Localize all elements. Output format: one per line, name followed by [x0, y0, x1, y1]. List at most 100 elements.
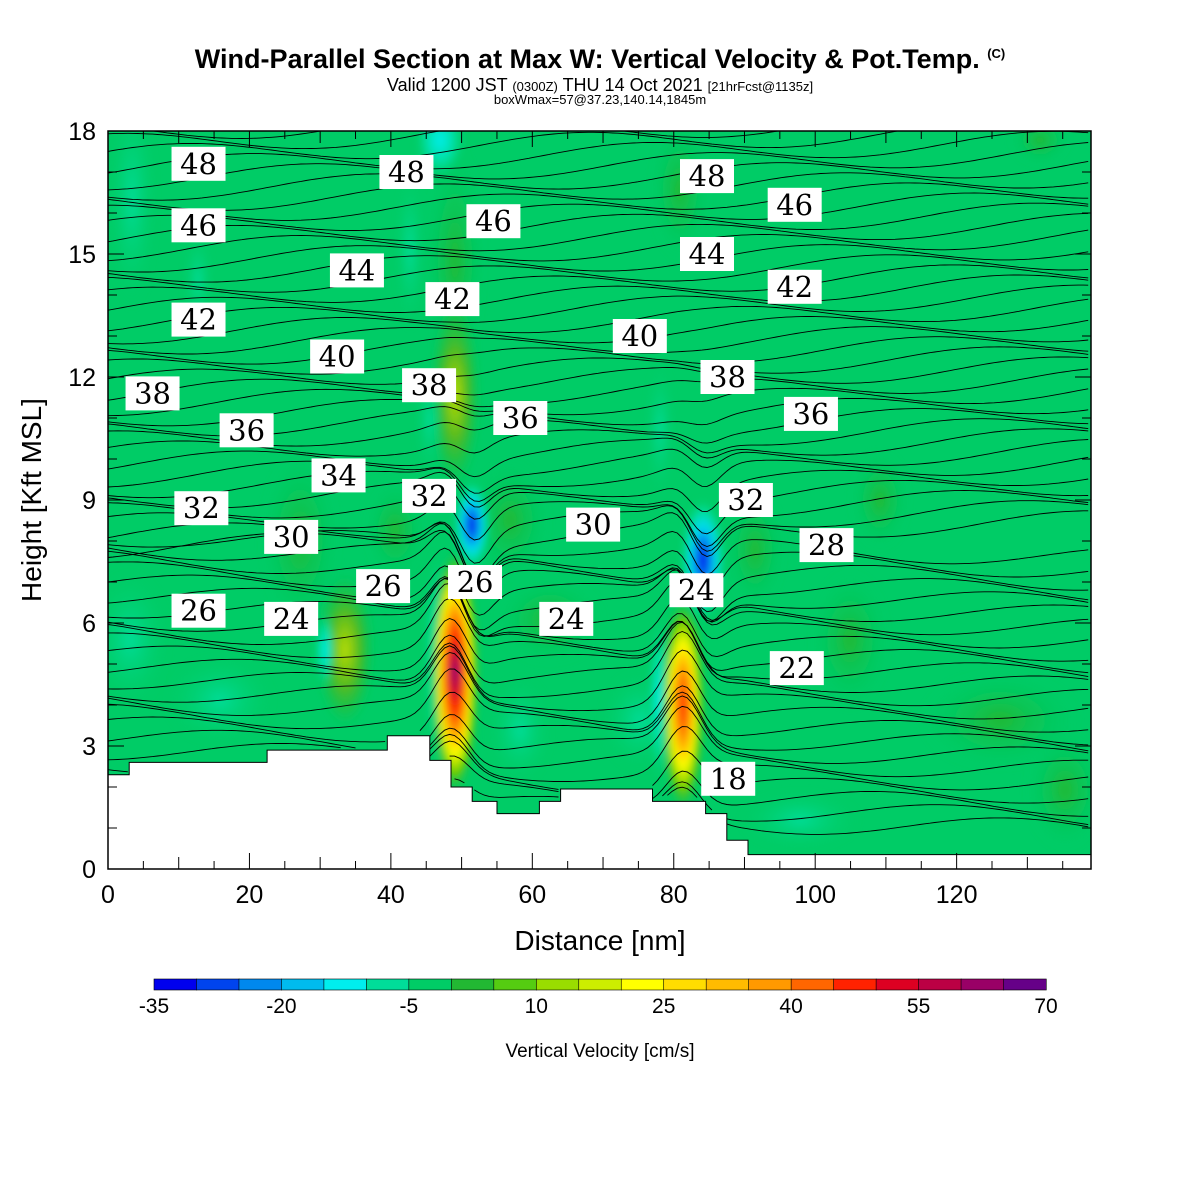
contour-label-box	[783, 396, 838, 431]
theta-contour-line	[108, 523, 1089, 595]
theta-contour-line	[108, 284, 1089, 332]
contour-label: 24	[669, 573, 724, 608]
contour-label: 26	[171, 593, 226, 628]
contour-label-box	[566, 507, 621, 542]
valid-time-line: Valid 1200 JST (0300Z) THU 14 Oct 2021 […	[0, 75, 1200, 96]
theta-contour-line	[108, 668, 1089, 746]
contour-label-text: 38	[134, 376, 171, 410]
theta-contour-line	[108, 131, 1089, 174]
theta-contour-line	[108, 456, 1089, 502]
contour-label-box	[171, 302, 226, 337]
contour-label-box	[402, 478, 457, 513]
theta-contour-line	[108, 418, 1089, 457]
vv-patch	[108, 570, 170, 710]
contour-label-text: 46	[180, 208, 217, 242]
contour-label-box	[125, 376, 180, 411]
colorbar-swatch	[748, 978, 792, 991]
contour-label-box	[679, 159, 734, 194]
contour-label: 42	[425, 282, 480, 317]
contour-label-text: 28	[808, 528, 845, 562]
theta-contour-line	[108, 212, 1089, 262]
contour-label-text: 24	[273, 602, 310, 636]
theta-contour-line	[108, 439, 1089, 494]
contour-label: 32	[718, 483, 773, 517]
y-tick-label: 9	[82, 487, 96, 515]
contour-label-text: 42	[776, 270, 813, 304]
y-tick-label: 12	[68, 364, 96, 392]
contour-label: 22	[769, 651, 824, 686]
theta-contour-line	[108, 645, 1089, 720]
colorbar-swatch	[281, 978, 325, 991]
box-wmax-line: boxWmax=57@37.23,140.14,1845m	[493, 92, 707, 107]
contour-label-text: 26	[180, 594, 217, 628]
theta-contour-line	[108, 428, 1089, 478]
contour-label-box	[701, 761, 756, 796]
contour-label-text: 48	[180, 147, 217, 181]
theta-contour-line	[108, 621, 1089, 693]
contour-label-text: 24	[678, 573, 715, 607]
colorbar-tick-label: -5	[400, 995, 419, 1018]
theta-contour-line	[108, 565, 1089, 623]
contour-label-box	[264, 519, 319, 554]
theta-contour-line	[108, 131, 900, 160]
downdraft-core-3	[454, 480, 490, 570]
contour-label-text: 22	[778, 651, 815, 685]
contour-label: 32	[174, 491, 229, 526]
vv-patch	[108, 131, 157, 310]
vv-patch	[317, 575, 373, 725]
colorbar: -35 -20 -5 10 25 40 55 70	[139, 978, 1058, 1018]
contour-label-text: 44	[338, 253, 375, 287]
colorbar-swatch	[705, 978, 750, 991]
contour-label-box	[356, 569, 411, 604]
contour-label-text: 32	[183, 491, 220, 525]
x-axis-label: Distance [nm]	[514, 925, 685, 956]
theta-contour-line	[108, 597, 1089, 674]
theta-contour-line	[108, 336, 1089, 375]
contour-label: 42	[171, 302, 226, 337]
contour-label: 30	[566, 507, 621, 542]
theta-contour-line	[454, 778, 1089, 826]
contour-label-text: 30	[575, 508, 612, 542]
contour-label: 46	[466, 204, 521, 239]
theta-contour-line	[108, 254, 1089, 293]
contour-label: 28	[799, 528, 854, 563]
contour-label-box	[264, 601, 319, 636]
contour-label: 42	[767, 269, 822, 304]
plot-area: 48 48 48 46 46 46 44 44 42 42 42 40 40 38 38 38 36 36 36 34…	[108, 131, 1091, 869]
colorbar-swatch	[535, 978, 580, 991]
colorbar-swatch	[493, 978, 537, 991]
updraft-core-2	[662, 600, 704, 810]
contour-label-box	[174, 491, 229, 526]
contour-label: 24	[264, 601, 319, 636]
contour-label-text: 36	[228, 413, 265, 447]
contour-label: 38	[125, 376, 180, 411]
contour-label-text: 42	[180, 303, 217, 337]
y-tick-label: 15	[68, 241, 96, 269]
theta-contour-labels: 48 48 48 46 46 46 44 44 42 42 42 40 40 38 38 38 36 36 36 34…	[125, 146, 854, 796]
colorbar-swatch	[153, 978, 198, 991]
theta-contour-line	[108, 368, 1089, 417]
theta-contour-line	[108, 326, 1089, 365]
contour-label-box	[718, 483, 773, 517]
theta-contour-line	[108, 244, 1089, 283]
contour-label-text: 48	[388, 155, 425, 189]
contour-label-box	[310, 339, 365, 374]
x-tick-label: 100	[794, 881, 836, 909]
theta-contour-line	[108, 274, 1089, 313]
contour-label: 40	[612, 319, 667, 353]
theta-contour-line	[108, 298, 1089, 345]
contour-label-box	[425, 282, 480, 317]
theta-contour-line	[108, 547, 1089, 622]
x-tick-label: 120	[936, 881, 978, 909]
contour-label-box	[171, 146, 226, 181]
contour-label-box	[700, 360, 755, 394]
theta-contour-line	[108, 172, 1089, 211]
theta-contour-line	[108, 160, 1089, 201]
colorbar-swatch	[366, 978, 410, 991]
contour-label-text: 32	[411, 479, 448, 513]
contour-label-text: 36	[792, 397, 829, 431]
vv-patch	[920, 670, 1080, 770]
theta-contour-line	[108, 192, 1089, 231]
theta-contour-line	[108, 142, 1089, 191]
contour-label: 36	[219, 413, 274, 448]
